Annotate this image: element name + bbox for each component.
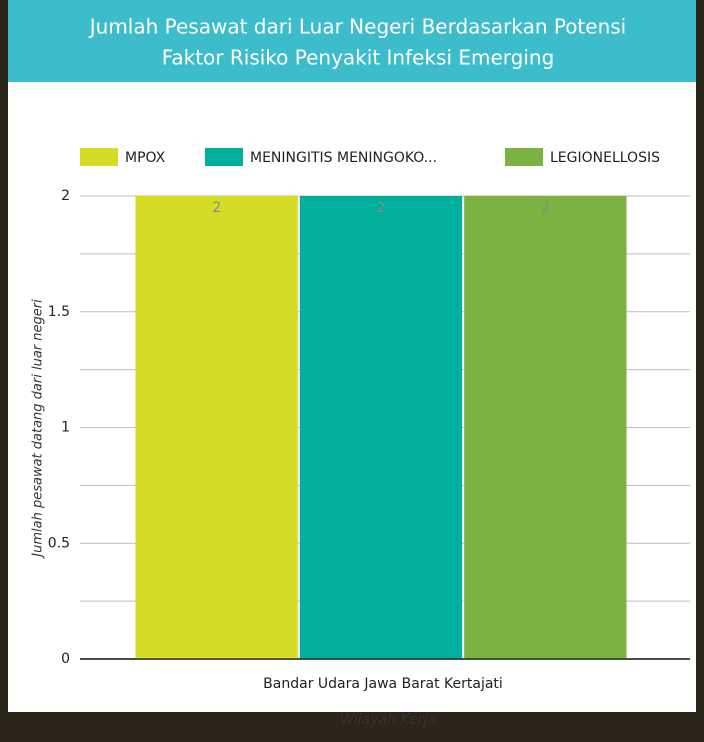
y-tick-label: 0.5 [48,535,70,551]
legend-swatch [505,148,543,166]
y-tick-label: 1 [61,420,70,436]
y-axis-title: Jumlah pesawat datang dari luar negeri [31,299,46,560]
legend-swatch [205,148,243,166]
bar [299,196,463,659]
chart-title: Jumlah Pesawat dari Luar Negeri Berdasar… [88,15,626,39]
chart-title: Faktor Risiko Penyakit Infeksi Emerging [162,46,555,70]
y-tick-label: 0 [61,651,70,667]
y-tick-label: 1.5 [48,304,70,320]
y-tick-label: 2 [61,188,70,204]
bar [135,196,298,659]
value-label: 2 [377,200,386,216]
value-label: 2 [212,200,221,216]
value-label: 2 [541,200,550,216]
x-tick-label: Bandar Udara Jawa Barat Kertajati [263,676,503,692]
x-axis-title: Wilayah Kerja [340,712,436,728]
header [8,0,696,82]
legend-label: MENINGITIS MENINGOKO... [250,150,437,166]
legend-label: MPOX [125,150,166,166]
legend-swatch [80,148,118,166]
legend-label: LEGIONELLOSIS [550,150,660,166]
bar [464,196,627,659]
